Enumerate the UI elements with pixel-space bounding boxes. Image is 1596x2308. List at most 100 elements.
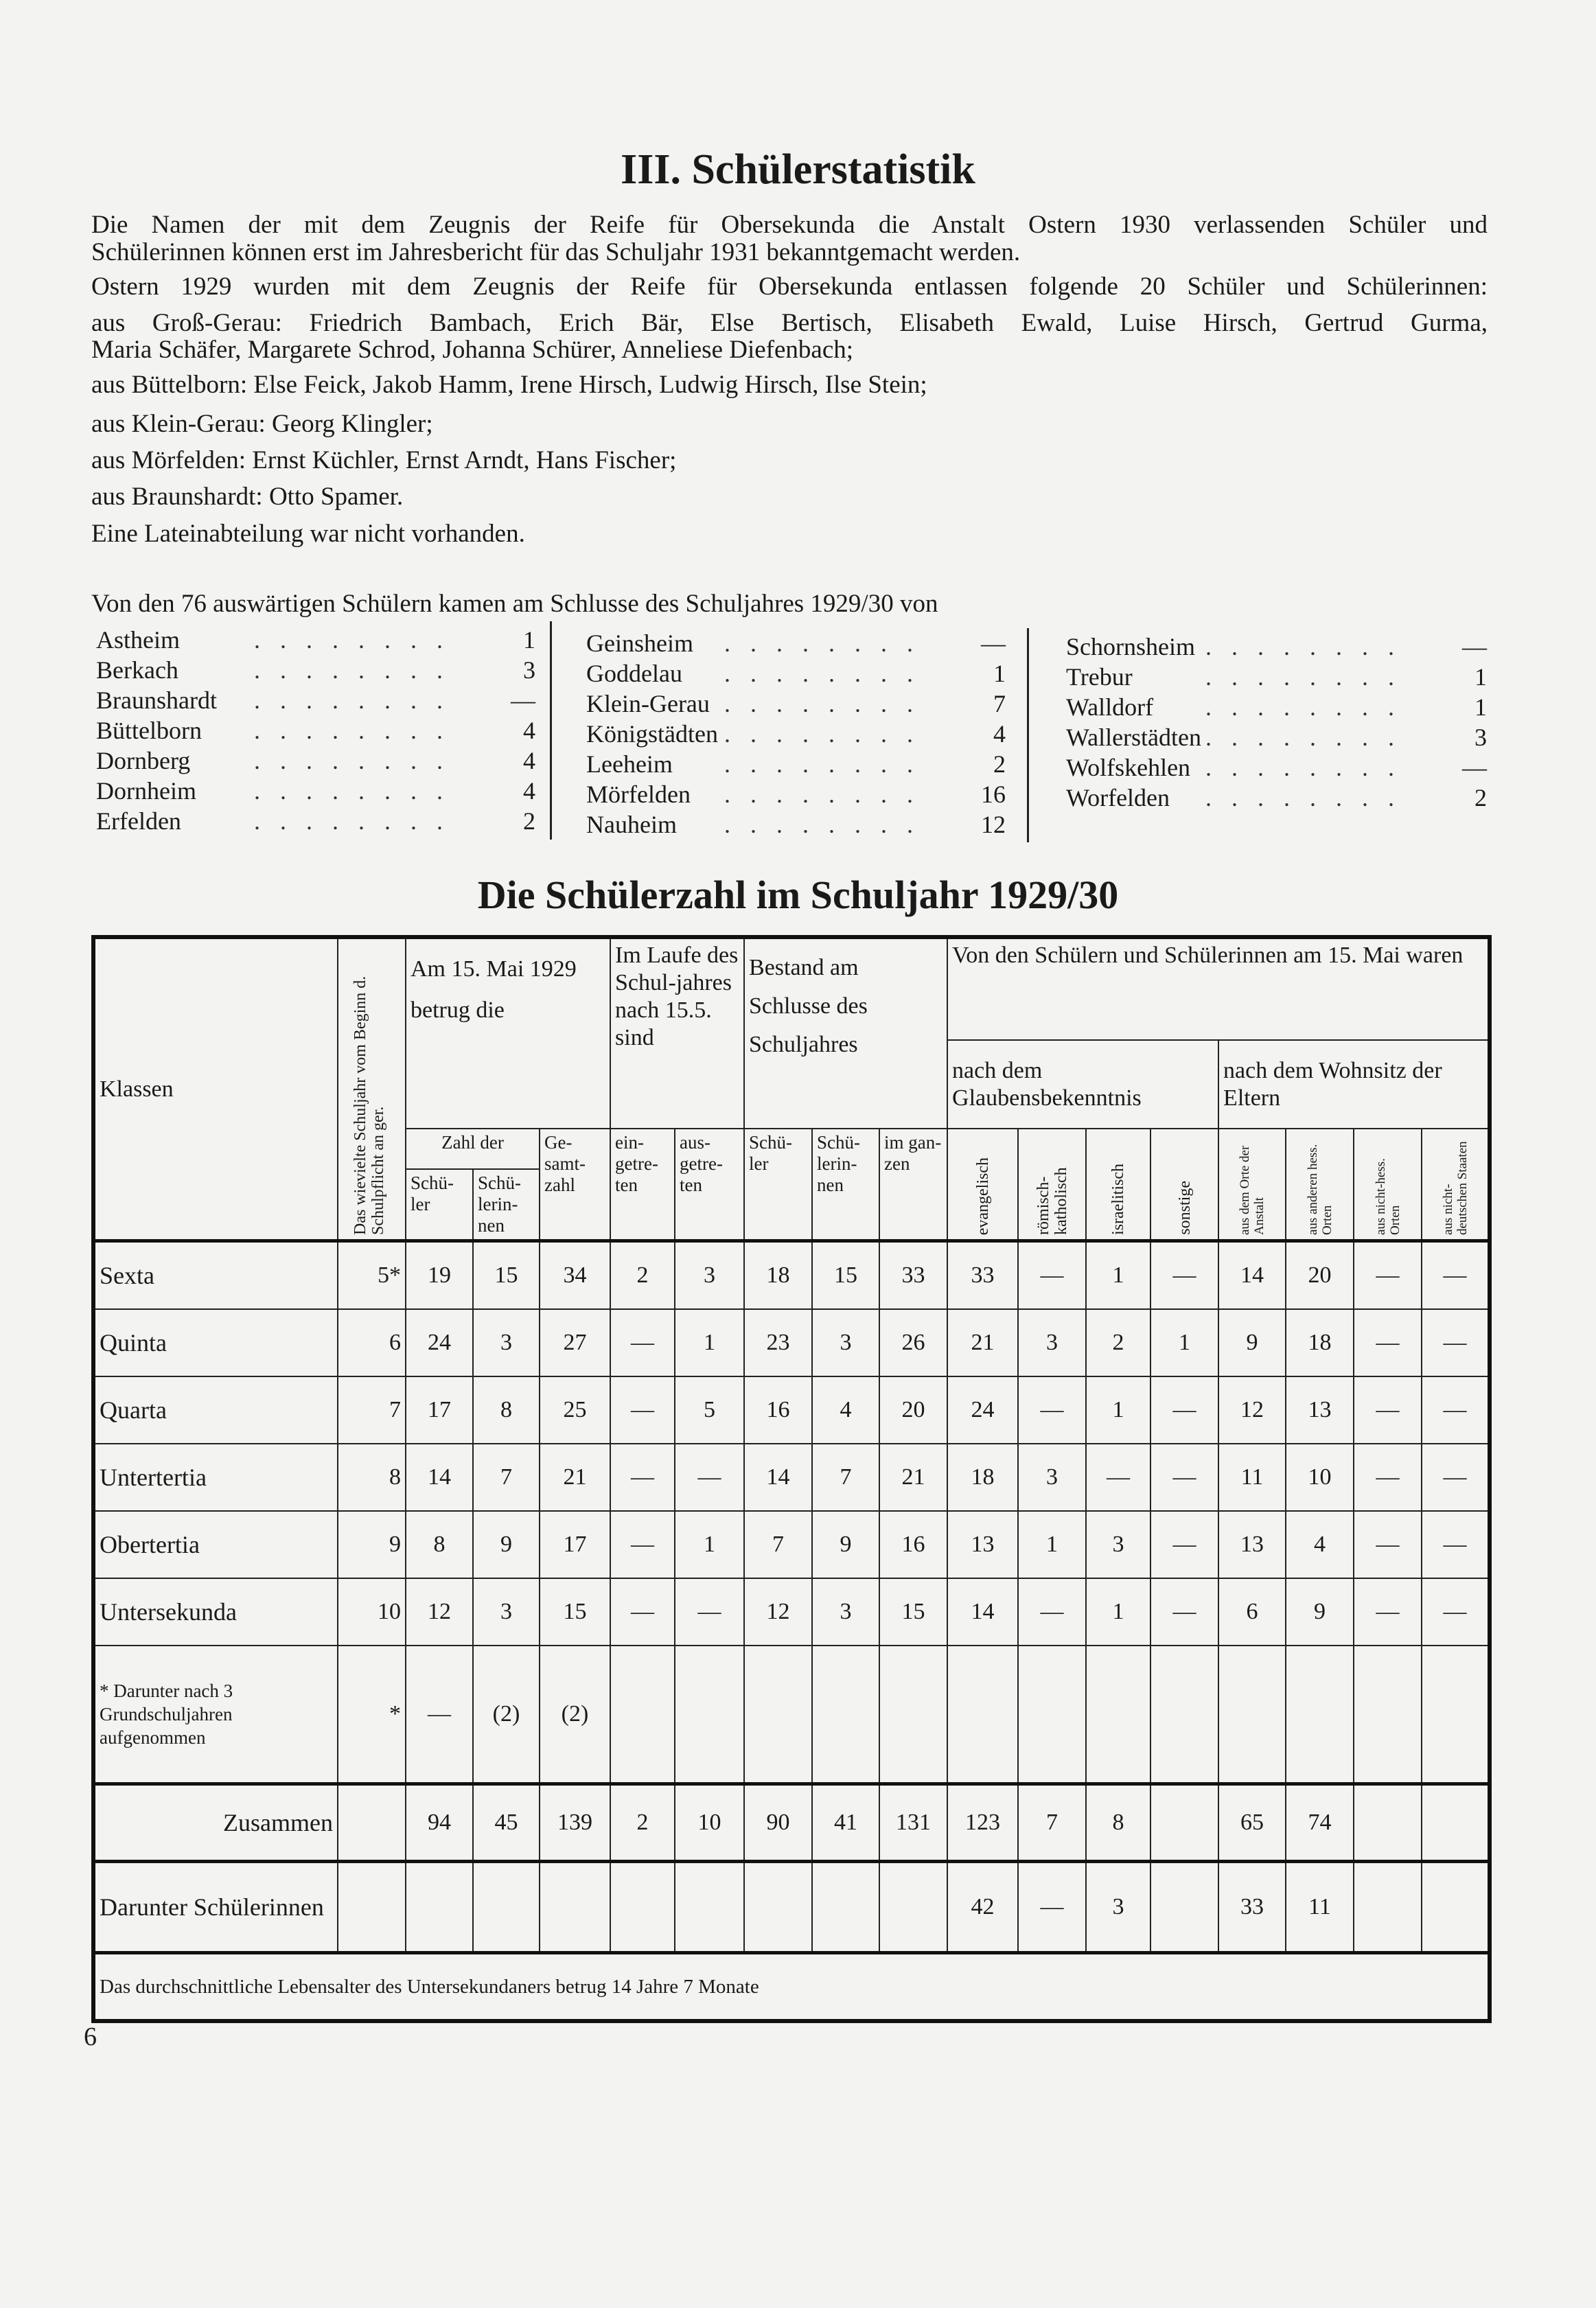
table-cell: 5* [337, 1239, 406, 1310]
table-cell: 1 [1085, 1239, 1152, 1310]
leader-dots: . . . . . . . . [1205, 754, 1401, 781]
header-von-den-schuelern: Von den Schülern und Schülerinnen am 15.… [947, 936, 1491, 1041]
table-cell [337, 1782, 406, 1862]
table-cell: — [1353, 1510, 1423, 1579]
table-cell: 4 [811, 1376, 881, 1444]
table-cell [743, 1645, 813, 1785]
row-label: Sexta [93, 1239, 338, 1310]
header-klassen: Klassen [93, 936, 338, 1242]
town-name: Worfelden [1066, 784, 1170, 811]
header-zahl-der: Zahl der [405, 1128, 540, 1170]
leader-dots: . . . . . . . . [1205, 633, 1401, 660]
table-cell: 2 [610, 1239, 676, 1310]
town-name: Nauheim [586, 811, 677, 838]
table-cell [472, 1860, 540, 1954]
table-row: Untersekunda 10 12 3 15— —12 3 15 14—1—6 9— — [93, 1578, 1491, 1646]
table-cell: 17 [538, 1510, 612, 1579]
table-cell: — [1150, 1510, 1220, 1579]
table-cell: 24 [947, 1376, 1019, 1444]
table-cell: (2) [472, 1645, 540, 1785]
town-count: 4 [523, 717, 535, 744]
table-cell: 8 [337, 1443, 406, 1512]
table-cell: — [1421, 1443, 1491, 1512]
town-name: Wallerstädten [1066, 724, 1202, 751]
town-count: — [1462, 633, 1487, 660]
table-cell: 3 [811, 1308, 881, 1377]
table-cell: 3 [1017, 1308, 1087, 1377]
town-count: 1 [993, 660, 1006, 687]
town-name: Walldorf [1066, 693, 1154, 721]
header-wohnsitz: nach dem Wohnsitz der Eltern [1218, 1039, 1491, 1129]
header-aus-dem-orte: aus dem Orte der Anstalt [1218, 1128, 1287, 1242]
table-cell: 18 [947, 1443, 1019, 1512]
leader-dots: . . . . . . . . [724, 660, 920, 687]
table-cell: 20 [1285, 1239, 1355, 1310]
table-cell [811, 1645, 881, 1785]
table-cell: 8 [472, 1376, 540, 1444]
table-cell: 1 [1150, 1308, 1220, 1377]
table-cell: 19 [405, 1239, 474, 1310]
table-cell: 8 [405, 1510, 474, 1579]
table-cell [1421, 1782, 1491, 1862]
table-cell: — [610, 1308, 676, 1377]
town-count: 4 [523, 777, 535, 805]
table-row: Quinta 6 24 3 27—1 23 3 26 21 3 2 1 9 18— — [93, 1308, 1491, 1377]
intro-line-2: Schülerinnen können erst im Jahresberich… [91, 238, 1021, 266]
header-eingetreten: ein-getre-ten [610, 1128, 676, 1242]
table-cell: — [1353, 1376, 1423, 1444]
graduates-buettelborn: aus Büttelborn: Else Feick, Jakob Hamm, … [91, 371, 927, 399]
town-count: 2 [1474, 784, 1487, 811]
town-count: 4 [993, 720, 1006, 748]
table-row: Sexta 5* 19 15 34 2 3 18 15 33 33—1—14 20— — [93, 1239, 1491, 1310]
town-count: 4 [523, 747, 535, 774]
table-cell: 21 [538, 1443, 612, 1512]
column-divider [550, 621, 552, 840]
row-label: Quinta [93, 1308, 338, 1377]
table-cell: 18 [743, 1239, 813, 1310]
table-cell [1353, 1860, 1423, 1954]
table-cell: — [1421, 1308, 1491, 1377]
table-cell: (2) [538, 1645, 612, 1785]
table-cell: 139 [538, 1782, 612, 1862]
town-count: 7 [993, 690, 1006, 717]
table-cell: 21 [947, 1308, 1019, 1377]
table-cell [405, 1860, 474, 1954]
table-cell: 7 [472, 1443, 540, 1512]
town-count: 3 [1474, 724, 1487, 751]
table-cell: 18 [1285, 1308, 1355, 1377]
graduates-gross-gerau-1: aus Groß-Gerau: Friedrich Bambach, Erich… [91, 309, 1488, 337]
header-evangelisch: evangelisch [947, 1128, 1019, 1242]
leader-dots: . . . . . . . . [254, 747, 450, 774]
table-cell: — [1017, 1376, 1087, 1444]
town-name: Geinsheim [586, 630, 693, 657]
table-cell [610, 1645, 676, 1785]
town-count: 1 [1474, 663, 1487, 691]
table-cell [1085, 1645, 1152, 1785]
table-cell [1150, 1645, 1220, 1785]
town-name: Königstädten [586, 720, 718, 748]
table-cell: 13 [947, 1510, 1019, 1579]
table-cell: 1 [674, 1510, 745, 1579]
table-cell [879, 1645, 949, 1785]
table-cell [1353, 1645, 1423, 1785]
table-cell: 20 [879, 1376, 949, 1444]
table-cell [1421, 1645, 1491, 1785]
header-gesamtzahl: Ge-samt-zahl [538, 1128, 612, 1242]
row-label: Quarta [93, 1376, 338, 1444]
table-cell: 14 [405, 1443, 474, 1512]
graduates-braunshardt: aus Braunshardt: Otto Spamer. [91, 483, 404, 511]
row-label: Untertertia [93, 1443, 338, 1512]
leader-dots: . . . . . . . . [1205, 693, 1401, 721]
header-ausgetreten: aus-getre-ten [674, 1128, 745, 1242]
table-cell: 13 [1285, 1376, 1355, 1444]
town-count: — [981, 630, 1006, 657]
header-am15-schuelerinnen: Schü-lerin-nen [472, 1168, 540, 1242]
table-cell: — [1017, 1578, 1087, 1646]
leader-dots: . . . . . . . . [724, 750, 920, 778]
table-cell: 10 [337, 1578, 406, 1646]
table-cell: — [610, 1510, 676, 1579]
table-row: Zusammen 94 45 139 2 10 90 41 131 123 7 8 65 74 [93, 1782, 1491, 1862]
table-cell: 3 [472, 1308, 540, 1377]
table-cell: — [1353, 1443, 1423, 1512]
town-count: 1 [523, 626, 535, 654]
